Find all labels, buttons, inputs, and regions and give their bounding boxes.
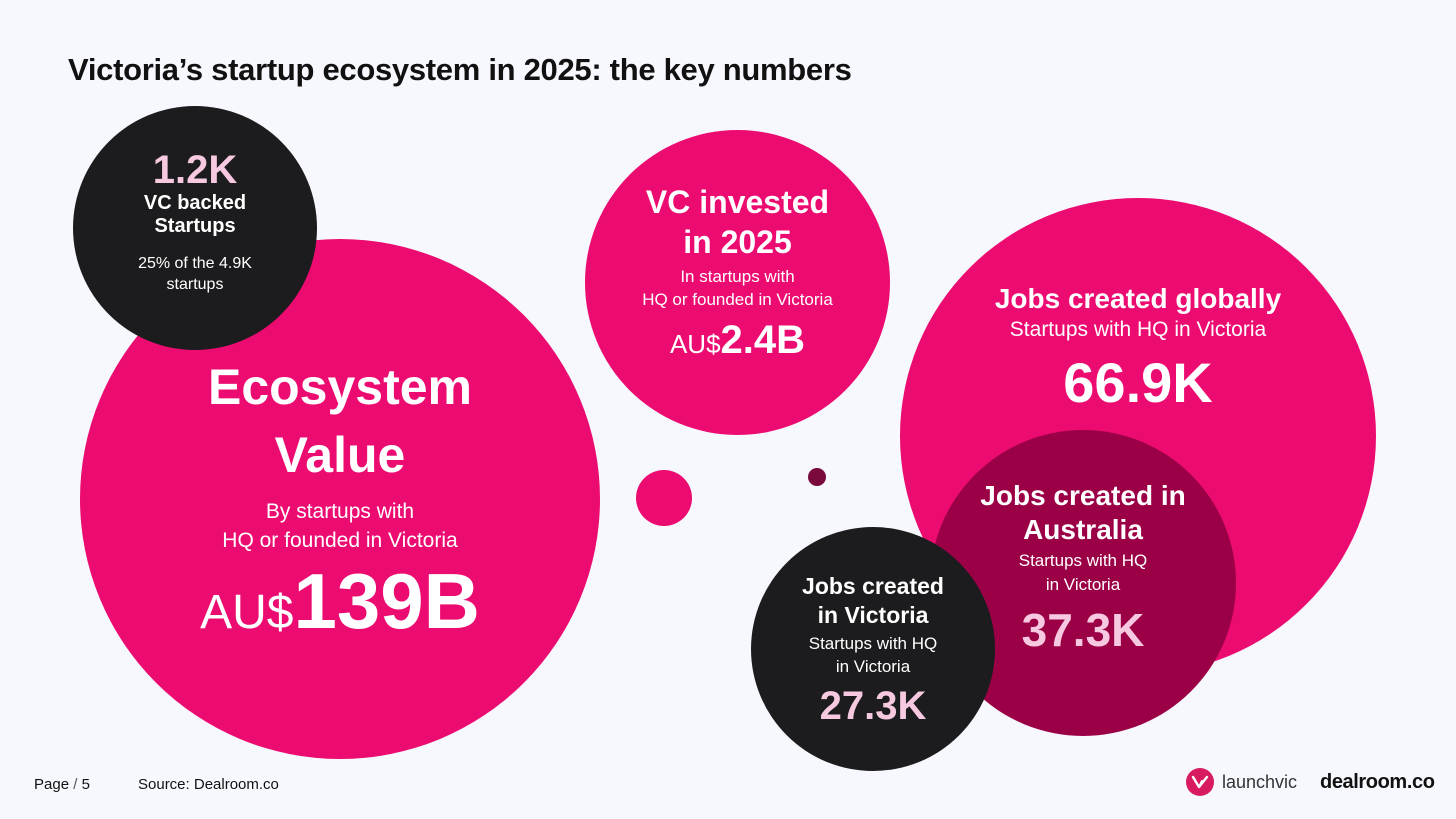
jobs-australia-sub-line1: Startups with HQ bbox=[1018, 551, 1148, 570]
ecosystem-sub: By startups with HQ or founded in Victor… bbox=[222, 497, 457, 555]
jobs-victoria-sub-line2: in Victoria bbox=[835, 657, 911, 676]
page-number: Page / 5 bbox=[34, 776, 90, 793]
jobs-victoria-sub-line1: Startups with HQ bbox=[808, 634, 938, 653]
vc-invested-number: 2.4B bbox=[720, 318, 806, 362]
jobs-australia-sub-line2: in Victoria bbox=[1045, 575, 1121, 594]
vc-backed-sub-line2: startups bbox=[166, 275, 224, 293]
vc-invested-sub-line2: HQ or founded in Victoria bbox=[642, 290, 833, 309]
page-title: Victoria’s startup ecosystem in 2025: th… bbox=[68, 52, 852, 87]
ecosystem-heading-line2: Value bbox=[274, 426, 406, 483]
vc-invested-sub-line1: In startups with bbox=[680, 267, 795, 286]
jobs-victoria-circle: Jobs created in Victoria Startups with H… bbox=[751, 527, 995, 771]
launchvic-logo-icon bbox=[1186, 768, 1214, 796]
jobs-victoria-heading-line1: Jobs created bbox=[802, 573, 944, 599]
jobs-victoria-number: 27.3K bbox=[819, 684, 927, 728]
jobs-australia-sub: Startups with HQ in Victoria bbox=[1019, 549, 1148, 597]
ecosystem-number: 139B bbox=[293, 556, 480, 645]
page-separator: / bbox=[69, 776, 82, 793]
jobs-australia-number: 37.3K bbox=[1021, 604, 1145, 656]
vc-invested-value: AU$2.4B bbox=[670, 316, 805, 373]
decorative-dot-large bbox=[636, 470, 692, 526]
vc-backed-sub: 25% of the 4.9K startups bbox=[138, 253, 252, 295]
vc-invested-currency: AU$ bbox=[669, 329, 721, 359]
ecosystem-value-circle: Ecosystem Value By startups with HQ or f… bbox=[80, 239, 600, 759]
jobs-australia-heading-line2: Australia bbox=[1023, 514, 1143, 545]
jobs-australia-heading-line1: Jobs created in bbox=[980, 480, 1186, 511]
dealroom-logo: dealroom.co bbox=[1320, 771, 1435, 793]
ecosystem-sub-line2: HQ or founded in Victoria bbox=[222, 528, 458, 552]
ecosystem-sub-line1: By startups with bbox=[265, 499, 415, 523]
jobs-global-number: 66.9K bbox=[1063, 351, 1213, 414]
jobs-global-heading: Jobs created globally bbox=[994, 283, 1282, 314]
ecosystem-value: AU$139B bbox=[200, 559, 480, 666]
jobs-australia-circle: Jobs created in Australia Startups with … bbox=[930, 430, 1236, 736]
decorative-dot-small bbox=[808, 468, 826, 486]
vc-backed-heading-line2: Startups bbox=[154, 214, 236, 237]
ecosystem-heading-line1: Ecosystem bbox=[207, 358, 473, 415]
page-number-value: 5 bbox=[81, 776, 90, 793]
jobs-victoria-sub: Startups with HQ in Victoria bbox=[809, 632, 938, 678]
ecosystem-currency: AU$ bbox=[200, 585, 294, 639]
source-note: Source: Dealroom.co bbox=[138, 776, 279, 793]
vc-backed-number: 1.2K bbox=[152, 147, 238, 192]
launchvic-logo-text: launchvic bbox=[1222, 771, 1298, 792]
vc-invested-circle: VC invested in 2025 In startups with HQ … bbox=[585, 130, 890, 435]
vc-backed-circle: 1.2K VC backed Startups 25% of the 4.9K … bbox=[73, 106, 317, 350]
launchvic-logo: launchvic bbox=[1186, 768, 1297, 796]
jobs-victoria-heading-line2: in Victoria bbox=[817, 602, 929, 628]
vc-invested-sub: In startups with HQ or founded in Victor… bbox=[642, 265, 833, 311]
vc-backed-heading-line1: VC backed bbox=[143, 191, 247, 214]
page-label: Page bbox=[34, 776, 70, 793]
vc-invested-heading-line1: VC invested bbox=[645, 184, 830, 220]
vc-backed-sub-line1: 25% of the 4.9K bbox=[138, 254, 252, 272]
vc-invested-heading-line2: in 2025 bbox=[683, 224, 792, 260]
jobs-global-sub: Startups with HQ in Victoria bbox=[1009, 318, 1267, 341]
